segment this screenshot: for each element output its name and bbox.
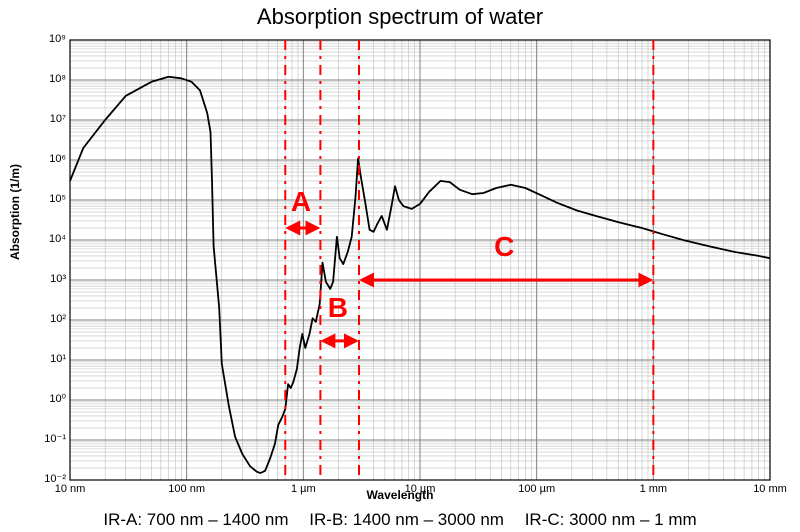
y-tick-label: 10⁴ — [16, 234, 66, 245]
legend-ir-a: IR-A: 700 nm – 1400 nm — [103, 510, 288, 529]
legend-ir-b: IR-B: 1400 nm – 3000 nm — [309, 510, 504, 529]
y-tick-label: 10⁷ — [16, 114, 66, 125]
x-tick-label: 10 mm — [753, 484, 787, 495]
y-tick-label: 10⁹ — [16, 34, 66, 45]
x-tick-label: 1 mm — [640, 484, 668, 495]
region-label-a: A — [291, 186, 311, 218]
ir-band-legend: IR-A: 700 nm – 1400 nm IR-B: 1400 nm – 3… — [0, 510, 800, 530]
x-tick-label: 100 µm — [518, 484, 555, 495]
y-tick-label: 10⁻² — [16, 474, 66, 485]
legend-ir-c: IR-C: 3000 nm – 1 mm — [525, 510, 697, 529]
region-label-c: C — [494, 231, 514, 263]
y-tick-label: 10¹ — [16, 354, 66, 365]
y-tick-label: 10² — [16, 314, 66, 325]
y-tick-label: 10³ — [16, 274, 66, 285]
y-tick-label: 10⁸ — [16, 74, 66, 85]
x-tick-label: 100 nm — [168, 484, 205, 495]
x-tick-label: 1 µm — [291, 484, 316, 495]
x-tick-label: 10 µm — [405, 484, 436, 495]
y-tick-label: 10⁰ — [16, 394, 66, 405]
x-tick-label: 10 nm — [55, 484, 86, 495]
chart-figure: Absorption spectrum of water Absorption … — [0, 0, 800, 532]
y-tick-label: 10⁵ — [16, 194, 66, 205]
region-label-b: B — [328, 292, 348, 324]
chart-plot-area — [0, 0, 800, 532]
y-tick-label: 10⁻¹ — [16, 434, 66, 445]
y-tick-label: 10⁶ — [16, 154, 66, 165]
